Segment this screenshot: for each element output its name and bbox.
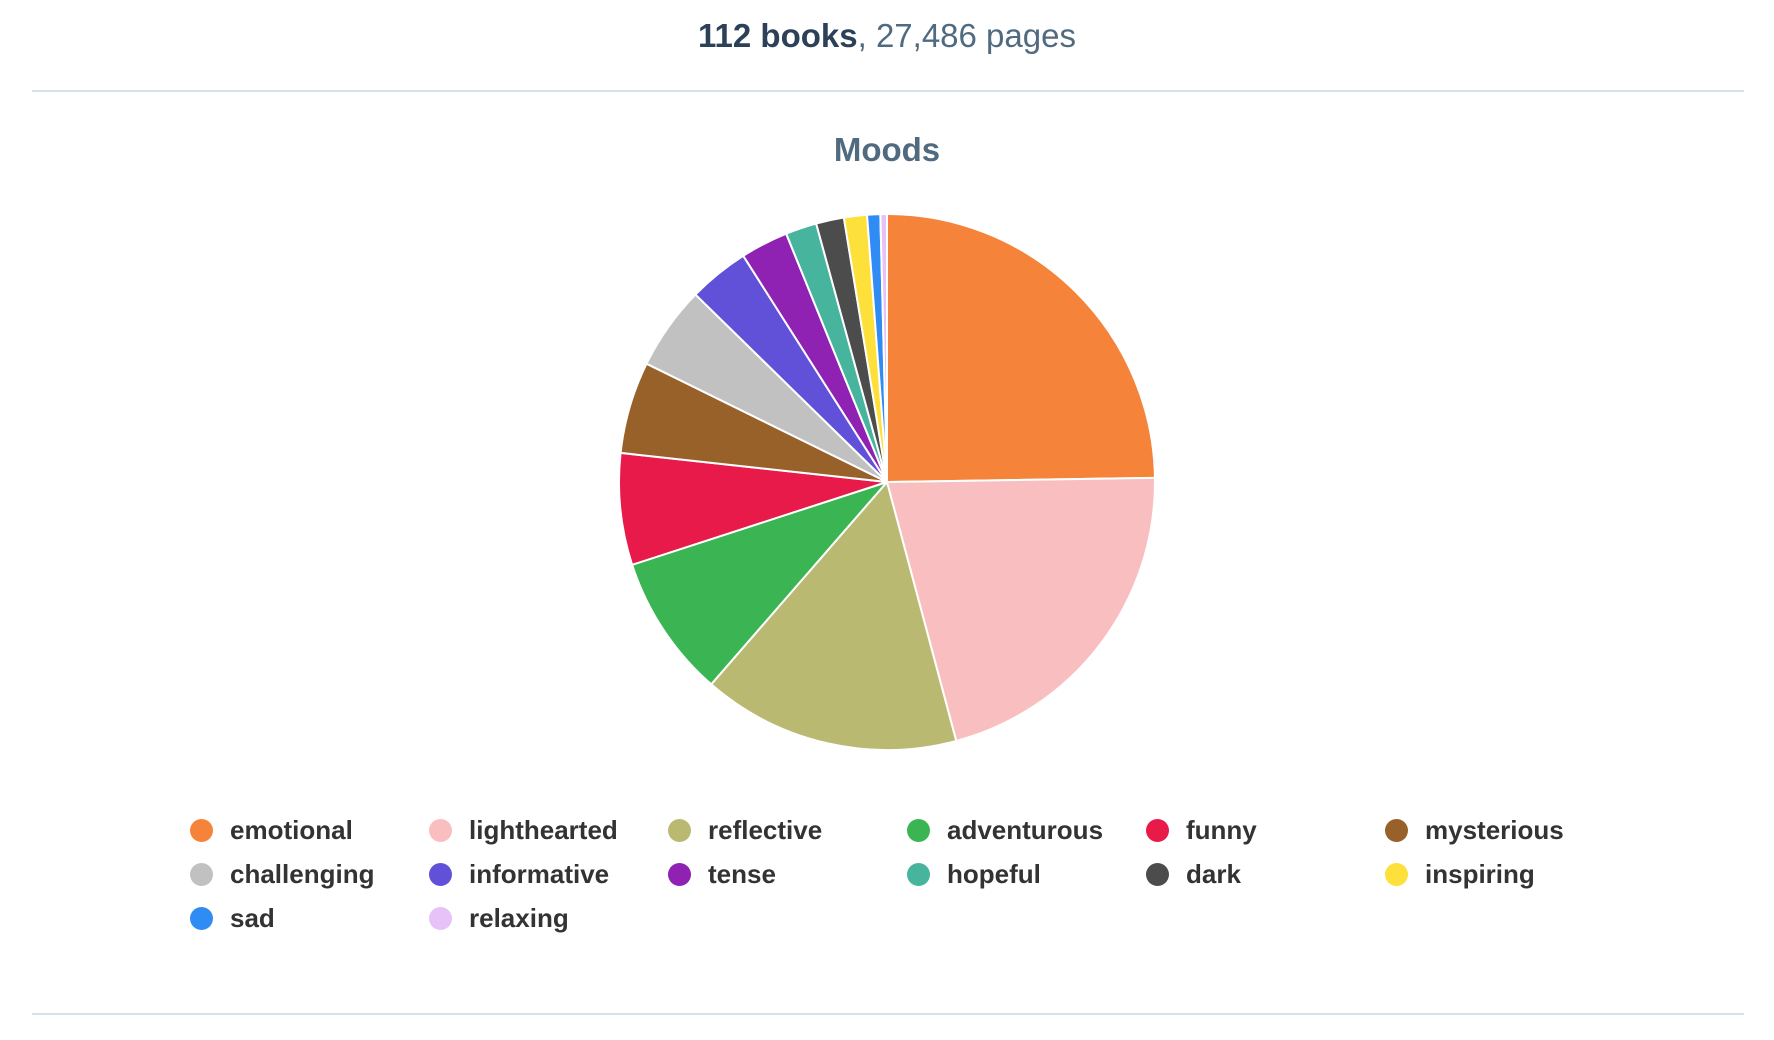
- legend-swatch: [1385, 818, 1408, 842]
- pie-slice-funny[interactable]: [618, 451, 888, 566]
- pie-slice-relaxing[interactable]: [879, 213, 888, 483]
- legend-item-adventurous[interactable]: adventurous: [907, 808, 1146, 852]
- legend-label: sad: [230, 902, 275, 933]
- legend-item-reflective[interactable]: reflective: [668, 808, 907, 852]
- legend-label: inspiring: [1425, 858, 1535, 889]
- legend-item-hopeful[interactable]: hopeful: [907, 852, 1146, 896]
- legend-swatch: [190, 818, 213, 842]
- legend-swatch: [429, 906, 452, 930]
- legend-label: adventurous: [947, 814, 1104, 845]
- pages-count: 27,486 pages: [866, 17, 1076, 54]
- legend-label: mysterious: [1425, 814, 1564, 845]
- legend-item-mysterious[interactable]: mysterious: [1385, 808, 1624, 852]
- pie-slice-lighthearted[interactable]: [886, 476, 1156, 742]
- legend-label: lighthearted: [469, 814, 618, 845]
- chart-title: Moods: [833, 131, 941, 168]
- legend-item-challenging[interactable]: challenging: [190, 852, 429, 896]
- legend-swatch: [190, 862, 213, 886]
- legend-item-emotional[interactable]: emotional: [190, 808, 429, 852]
- legend-item-funny[interactable]: funny: [1146, 808, 1385, 852]
- top-divider: [32, 90, 1744, 92]
- legend-label: relaxing: [469, 902, 569, 933]
- legend-item-tense[interactable]: tense: [668, 852, 907, 896]
- legend-swatch: [668, 818, 691, 842]
- legend-swatch: [668, 862, 691, 886]
- legend-label: informative: [469, 858, 610, 889]
- legend-item-lighthearted[interactable]: lighthearted: [429, 808, 668, 852]
- legend-swatch: [907, 818, 930, 842]
- legend-item-inspiring[interactable]: inspiring: [1385, 852, 1624, 896]
- legend-item-sad[interactable]: sad: [190, 896, 429, 940]
- legend-label: dark: [1186, 858, 1241, 889]
- chart-legend: emotional lighthearted reflective adventuro…: [190, 808, 1610, 940]
- legend-item-informative[interactable]: informative: [429, 852, 668, 896]
- legend-label: challenging: [230, 858, 375, 889]
- pie-slice-adventurous[interactable]: [631, 481, 888, 686]
- legend-swatch: [1146, 862, 1169, 886]
- reading-summary: 112 books, 27,486 pages: [0, 14, 1774, 58]
- summary-separator: ,: [857, 17, 867, 54]
- legend-swatch: [190, 906, 213, 930]
- legend-item-dark[interactable]: dark: [1146, 852, 1385, 896]
- legend-swatch: [429, 862, 452, 886]
- books-count: 112 books: [698, 17, 858, 54]
- bottom-divider: [32, 1013, 1744, 1015]
- legend-swatch: [1146, 818, 1169, 842]
- legend-swatch: [1385, 862, 1408, 886]
- legend-label: emotional: [230, 814, 353, 845]
- legend-swatch: [429, 818, 452, 842]
- legend-label: funny: [1186, 814, 1257, 845]
- legend-item-relaxing[interactable]: relaxing: [429, 896, 668, 940]
- legend-swatch: [907, 862, 930, 886]
- legend-label: reflective: [708, 814, 823, 845]
- pie-slice-emotional[interactable]: [886, 213, 1156, 483]
- legend-label: hopeful: [947, 858, 1041, 889]
- pie-slice-reflective[interactable]: [710, 481, 958, 751]
- legend-label: tense: [708, 858, 776, 889]
